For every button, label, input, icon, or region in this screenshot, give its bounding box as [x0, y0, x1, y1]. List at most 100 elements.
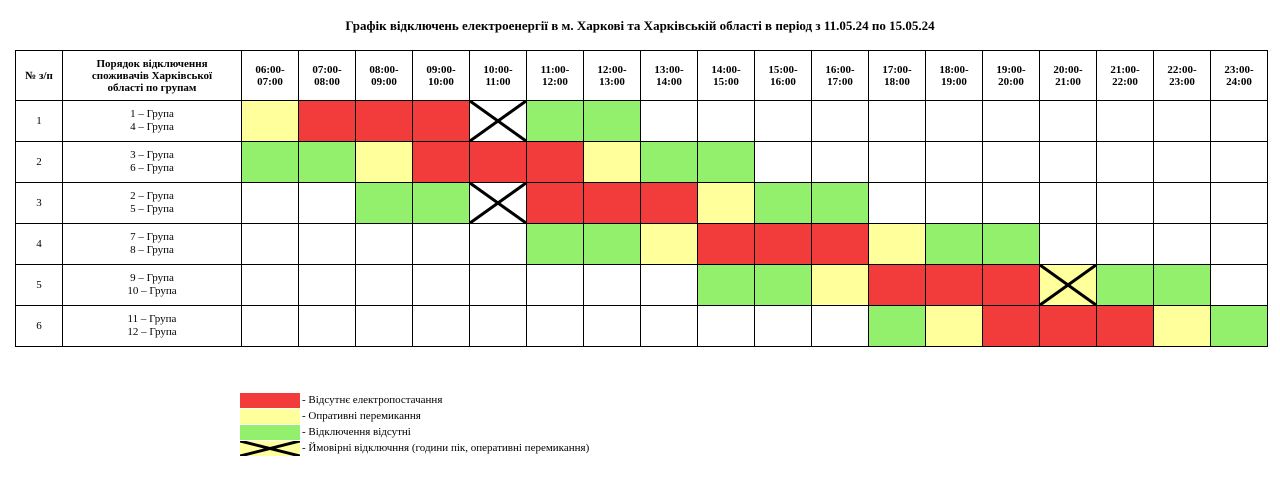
row-groups: 3 – Група 6 – Група — [62, 141, 242, 183]
hour-cell — [811, 305, 869, 347]
row-number: 4 — [15, 223, 63, 265]
legend-swatch — [240, 440, 300, 456]
legend-label: - Відключення відсутні — [302, 426, 411, 438]
legend-swatch — [240, 392, 300, 408]
hour-cell — [925, 223, 983, 265]
hour-cell — [241, 264, 299, 306]
hour-cell — [925, 100, 983, 142]
column-header: 11:00- 12:00 — [526, 50, 584, 101]
schedule-table: № з/п Порядок відключення споживачів Харк… — [15, 50, 1268, 347]
hour-cell — [1210, 223, 1268, 265]
hour-cell — [241, 223, 299, 265]
hour-cell — [469, 223, 527, 265]
hour-cell — [754, 223, 812, 265]
hour-cell — [1096, 223, 1154, 265]
hour-cell — [640, 141, 698, 183]
hour-cell — [925, 141, 983, 183]
hour-cell — [697, 182, 755, 224]
hour-cell — [469, 305, 527, 347]
cross — [470, 183, 526, 223]
hour-cell — [982, 141, 1040, 183]
hour-cell — [298, 100, 356, 142]
hour-cell — [811, 182, 869, 224]
hour-cell — [412, 141, 470, 183]
hour-cell — [754, 182, 812, 224]
hour-cell — [412, 223, 470, 265]
hour-cell — [1039, 182, 1097, 224]
legend-item: - Опративні перемикання — [240, 408, 589, 424]
column-header: 21:00- 22:00 — [1096, 50, 1154, 101]
row-number: 3 — [15, 182, 63, 224]
column-header: 18:00- 19:00 — [925, 50, 983, 101]
hour-cell — [1039, 264, 1097, 306]
hour-cell — [526, 223, 584, 265]
hour-cell — [868, 305, 926, 347]
hour-cell — [241, 182, 299, 224]
hour-cell — [868, 182, 926, 224]
hour-cell — [412, 182, 470, 224]
hour-cell — [754, 305, 812, 347]
hour-cell — [754, 264, 812, 306]
hour-cell — [640, 305, 698, 347]
legend-swatch — [240, 424, 300, 440]
hour-cell — [1096, 264, 1154, 306]
row-groups: 11 – Група 12 – Група — [62, 305, 242, 347]
column-header: 13:00- 14:00 — [640, 50, 698, 101]
row: 6 11 – Група 12 – Група — [15, 305, 1268, 347]
hour-cell — [868, 141, 926, 183]
hour-cell — [526, 141, 584, 183]
hour-cell — [412, 264, 470, 306]
row-groups: 7 – Група 8 – Група — [62, 223, 242, 265]
hour-cell — [412, 100, 470, 142]
hour-cell — [355, 223, 413, 265]
column-header: Порядок відключення споживачів Харківськ… — [62, 50, 242, 101]
hour-cell — [298, 223, 356, 265]
hour-cell — [1039, 305, 1097, 347]
hour-cell — [1153, 182, 1211, 224]
hour-cell — [583, 305, 641, 347]
hour-cell — [982, 223, 1040, 265]
hour-cell — [982, 182, 1040, 224]
cross-line — [470, 183, 526, 223]
hour-cell — [1039, 100, 1097, 142]
hour-cell — [868, 100, 926, 142]
hour-cell — [583, 264, 641, 306]
column-header: 14:00- 15:00 — [697, 50, 755, 101]
hour-cell — [1096, 182, 1154, 224]
legend-label: - Опративні перемикання — [302, 410, 421, 422]
hour-cell — [526, 264, 584, 306]
hour-cell — [469, 141, 527, 183]
column-header: 20:00- 21:00 — [1039, 50, 1097, 101]
hour-cell — [1153, 223, 1211, 265]
hour-cell — [1096, 100, 1154, 142]
column-header: № з/п — [15, 50, 63, 101]
cross-line — [1040, 265, 1096, 305]
hour-cell — [1210, 141, 1268, 183]
column-header: 06:00- 07:00 — [241, 50, 299, 101]
column-header: 08:00- 09:00 — [355, 50, 413, 101]
hour-cell — [526, 182, 584, 224]
hour-cell — [697, 100, 755, 142]
column-header: 17:00- 18:00 — [868, 50, 926, 101]
hour-cell — [1096, 141, 1154, 183]
hour-cell — [1039, 223, 1097, 265]
hour-cell — [469, 264, 527, 306]
column-header: 16:00- 17:00 — [811, 50, 869, 101]
legend: - Відсутнє електропостачання - Опративні … — [240, 392, 589, 456]
hour-cell — [1210, 305, 1268, 347]
hour-cell — [355, 305, 413, 347]
column-header: 19:00- 20:00 — [982, 50, 1040, 101]
column-header: 23:00- 24:00 — [1210, 50, 1268, 101]
column-header: 12:00- 13:00 — [583, 50, 641, 101]
row-number: 2 — [15, 141, 63, 183]
cross — [470, 101, 526, 141]
hour-cell — [811, 223, 869, 265]
row-number: 1 — [15, 100, 63, 142]
row-groups: 2 – Група 5 – Група — [62, 182, 242, 224]
hour-cell — [1039, 141, 1097, 183]
